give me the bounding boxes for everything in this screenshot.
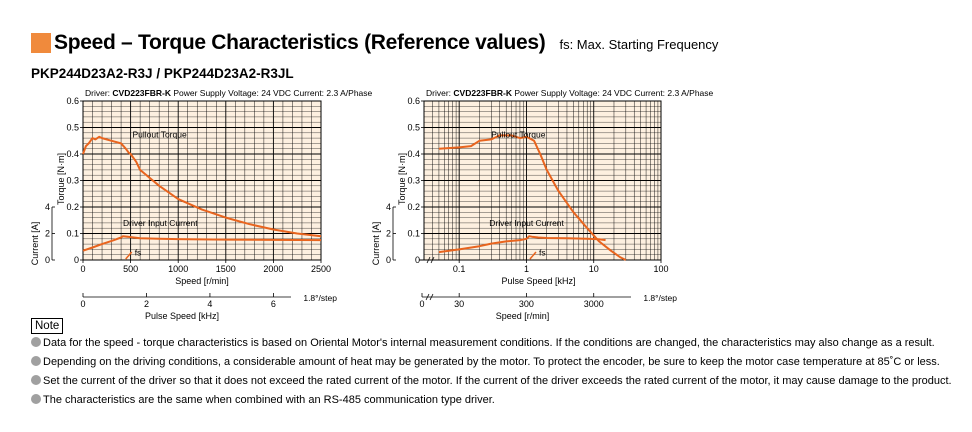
note-item: Set the current of the driver so that it… xyxy=(31,372,952,391)
step-angle-label: 1.8°/step xyxy=(303,293,337,303)
secondary-tick-label: 2 xyxy=(144,299,149,309)
bullet-icon xyxy=(31,394,41,404)
secondary-tick-label: 300 xyxy=(519,299,534,309)
section-subtitle: fs: Max. Starting Frequency xyxy=(559,37,719,52)
y-tick-label: 0.1 xyxy=(66,229,79,239)
pullout-torque-label: Pullout Torque xyxy=(133,130,187,140)
current-tick-label: 4 xyxy=(386,202,391,212)
step-angle-label: 1.8°/step xyxy=(643,293,677,303)
secondary-axis-label: Pulse Speed [kHz] xyxy=(145,311,219,321)
pullout-torque-line xyxy=(82,135,322,238)
driver-current-line xyxy=(438,235,606,254)
bullet-icon xyxy=(31,356,41,366)
note-item: Data for the speed - torque characterist… xyxy=(31,334,952,353)
pullout-torque-label: Pullout Torque xyxy=(491,130,545,140)
y-tick-label: 0.4 xyxy=(407,149,420,159)
fs-marker xyxy=(529,251,537,260)
note-list: Data for the speed - torque characterist… xyxy=(31,334,952,410)
model-name: PKP244D23A2-R3J / PKP244D23A2-R3JL xyxy=(31,66,294,81)
y-tick-label: 0.4 xyxy=(66,149,79,159)
x-tick-label: 2500 xyxy=(311,264,331,274)
driver-current-label: Driver Input Current xyxy=(489,218,564,228)
note-label: Note xyxy=(31,318,64,334)
y-axis-label: Torque [N·m] xyxy=(56,153,66,205)
secondary-tick-label: 4 xyxy=(207,299,212,309)
current-axis-label: Current [A] xyxy=(371,222,381,266)
current-axis-label: Current [A] xyxy=(30,222,40,266)
x-tick-label: 2000 xyxy=(263,264,283,274)
current-tick-label: 0 xyxy=(45,255,50,265)
pullout-torque-line xyxy=(438,134,627,261)
x-tick-label: 1 xyxy=(524,264,529,274)
driver-current-label: Driver Input Current xyxy=(123,218,198,228)
secondary-tick-label: 3000 xyxy=(584,299,604,309)
current-tick-label: 2 xyxy=(45,229,50,239)
chart-caption: Driver: CVD223FBR-K Power Supply Voltage… xyxy=(85,88,373,98)
section-header: Speed – Torque Characteristics (Referenc… xyxy=(31,31,718,55)
y-tick-label: 0.6 xyxy=(407,96,420,106)
current-tick-label: 4 xyxy=(45,202,50,212)
x-tick-label: 10 xyxy=(589,264,599,274)
x-axis-label: Speed [r/min] xyxy=(175,276,229,286)
x-tick-label: 100 xyxy=(653,264,668,274)
y-tick-label: 0.3 xyxy=(66,176,79,186)
secondary-axis-label: Speed [r/min] xyxy=(496,311,550,321)
y-tick-label: 0.6 xyxy=(66,96,79,106)
y-tick-label: 0.5 xyxy=(66,123,79,133)
chart-caption: Driver: CVD223FBR-K Power Supply Voltage… xyxy=(426,88,714,98)
secondary-tick-label: 0 xyxy=(80,299,85,309)
bullet-icon xyxy=(31,337,41,347)
axis-break-icon xyxy=(425,293,434,301)
y-tick-label: 0.1 xyxy=(407,229,420,239)
x-axis-label: Pulse Speed [kHz] xyxy=(501,276,575,286)
bullet-icon xyxy=(31,375,41,385)
y-tick-label: 0 xyxy=(415,255,420,265)
secondary-tick-label: 30 xyxy=(454,299,464,309)
y-tick-label: 0 xyxy=(74,255,79,265)
x-tick-label: 1000 xyxy=(168,264,188,274)
secondary-tick-label: 0 xyxy=(419,299,424,309)
x-tick-label: 1500 xyxy=(216,264,236,274)
x-tick-label: 0 xyxy=(80,264,85,274)
current-tick-label: 2 xyxy=(386,229,391,239)
fs-label: fs xyxy=(135,247,142,257)
y-tick-label: 0.5 xyxy=(407,123,420,133)
accent-square xyxy=(31,33,51,53)
y-tick-label: 0.2 xyxy=(66,202,79,212)
note-item: Depending on the driving conditions, a c… xyxy=(31,353,952,372)
section-title: Speed – Torque Characteristics (Referenc… xyxy=(54,31,546,54)
driver-current-line xyxy=(82,235,322,252)
fs-marker xyxy=(125,251,133,260)
y-tick-label: 0.3 xyxy=(407,176,420,186)
note-item: The characteristics are the same when co… xyxy=(31,391,952,410)
secondary-tick-label: 6 xyxy=(271,299,276,309)
current-tick-label: 0 xyxy=(386,255,391,265)
x-tick-label: 0.1 xyxy=(453,264,466,274)
x-tick-label: 500 xyxy=(123,264,138,274)
fs-label: fs xyxy=(539,247,546,257)
axis-break-icon xyxy=(426,256,435,264)
y-tick-label: 0.2 xyxy=(407,202,420,212)
y-axis-label: Torque [N·m] xyxy=(397,153,407,205)
